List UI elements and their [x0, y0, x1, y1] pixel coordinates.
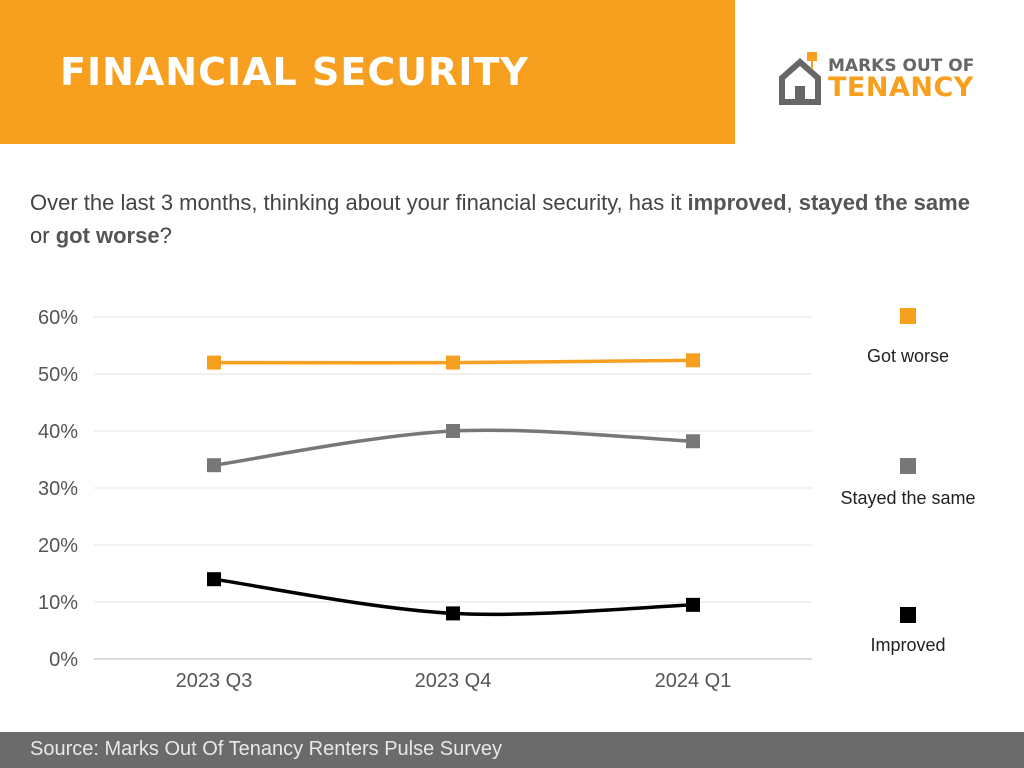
source-note: Source: Marks Out Of Tenancy Renters Pul… [30, 738, 503, 760]
data-point-stayed-the-same [446, 424, 460, 438]
header-band [0, 0, 735, 144]
data-point-stayed-the-same [207, 458, 221, 473]
data-point-improved [446, 606, 460, 621]
data-point-got-worse [446, 355, 460, 370]
y-tick-label: 40% [38, 421, 78, 443]
y-tick-label: 30% [38, 478, 78, 500]
legend-label-improved: Improved [870, 635, 945, 655]
legend-marker-improved [900, 607, 916, 623]
data-point-got-worse [207, 355, 221, 370]
page-title: FINANCIAL SECURITY [60, 50, 529, 94]
logo-text-bottom: TENANCY [828, 72, 974, 103]
question-text: or [30, 223, 56, 248]
data-point-stayed-the-same [686, 434, 700, 449]
data-point-got-worse [686, 353, 700, 368]
data-point-improved [686, 597, 700, 612]
x-tick-label: 2023 Q3 [176, 670, 253, 692]
legend-label-stayed-the-same: Stayed the same [840, 488, 975, 508]
logo-text-top: MARKS OUT OF [828, 56, 975, 76]
y-tick-label: 10% [38, 592, 78, 614]
x-tick-label: 2023 Q4 [415, 670, 492, 692]
y-tick-label: 50% [38, 364, 78, 386]
x-tick-label: 2024 Q1 [655, 670, 732, 692]
survey-question: Over the last 3 months, thinking about y… [30, 186, 990, 252]
legend-label-got-worse: Got worse [867, 346, 949, 366]
data-point-improved [207, 572, 221, 587]
question-text: Over the last 3 months, thinking about y… [30, 190, 688, 215]
line-chart: 0% 10% 20% 30% 40% 50% 60% 2023 Q3 2023 Q4 2024 Q… [38, 307, 976, 692]
y-tick-label: 20% [38, 535, 78, 557]
question-emphasis-same: stayed the same [798, 190, 970, 215]
question-emphasis-worse: got worse [55, 223, 160, 248]
y-tick-label: 60% [38, 307, 78, 329]
legend-marker-stayed-the-same [900, 458, 916, 474]
logo: MARKS OUT OF TENANCY [778, 50, 993, 106]
question-emphasis-improved: improved [687, 190, 787, 215]
house-icon [779, 52, 821, 105]
y-tick-label: 0% [49, 649, 78, 671]
legend-marker-got-worse [900, 308, 916, 324]
question-text: , [786, 190, 799, 215]
footer-band: Source: Marks Out Of Tenancy Renters Pul… [0, 732, 1024, 768]
question-text: ? [159, 223, 172, 248]
